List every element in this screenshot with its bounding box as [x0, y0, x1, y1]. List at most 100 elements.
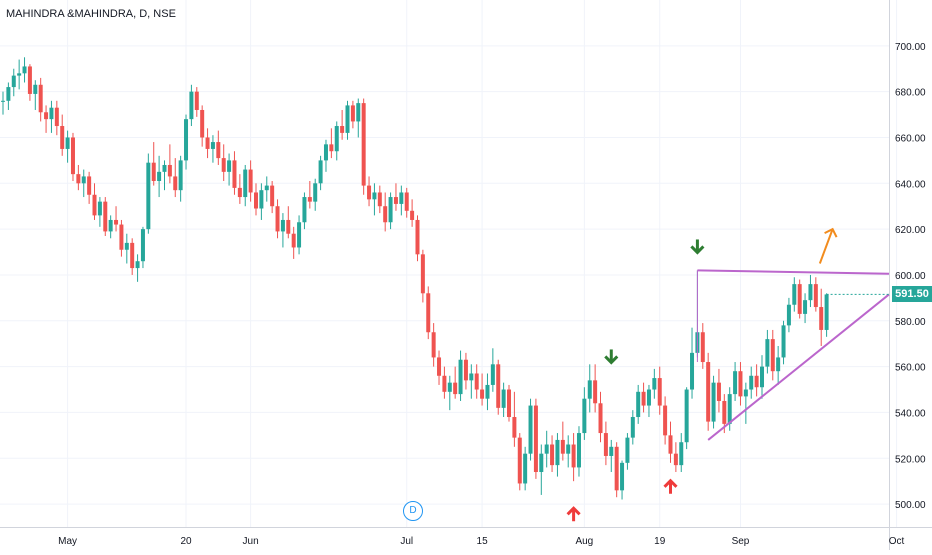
candle-body	[700, 332, 705, 363]
candle-body	[781, 325, 786, 358]
candle-body	[108, 219, 113, 232]
candle-body	[286, 219, 291, 234]
candle-body	[318, 160, 323, 184]
candle-body	[582, 398, 587, 434]
candle-body	[657, 378, 662, 406]
candle-body	[404, 192, 409, 211]
candle-body	[275, 206, 280, 232]
candle-body	[485, 384, 490, 399]
candle-body	[808, 284, 813, 301]
candle-body	[480, 389, 485, 399]
candle-body	[587, 380, 592, 399]
candle-body	[442, 375, 447, 392]
candle-body	[259, 190, 264, 209]
candle-body	[544, 444, 549, 454]
candle-body	[711, 382, 716, 422]
candle-body	[663, 405, 668, 436]
candle-body	[458, 359, 463, 395]
breakout-arrow-head	[824, 227, 838, 238]
x-tick-label: Oct	[889, 536, 905, 547]
dividend-marker-icon[interactable]: D	[403, 501, 423, 521]
candle-body	[824, 294, 829, 330]
candle-body	[280, 219, 285, 232]
candle-body	[517, 437, 522, 484]
y-tick-label: 700.00	[895, 42, 926, 53]
candle-body	[706, 362, 711, 422]
y-tick-label: 500.00	[895, 500, 926, 511]
candle-body	[760, 366, 765, 388]
candle-body	[560, 439, 565, 454]
candle-body	[65, 137, 70, 149]
candle-body	[44, 112, 49, 120]
candle-body	[539, 453, 544, 473]
candle-body	[232, 160, 237, 188]
candle-body	[210, 142, 215, 149]
candle-body	[630, 417, 635, 438]
x-tick-label: Jun	[243, 536, 259, 547]
candle-body	[76, 174, 81, 184]
candle-body	[124, 242, 129, 250]
candle-body	[114, 219, 119, 225]
candle-body	[22, 66, 27, 74]
candle-body	[248, 169, 253, 193]
candle-body	[453, 382, 458, 395]
candle-body	[323, 144, 328, 161]
candle-body	[54, 107, 59, 127]
candle-body	[819, 307, 824, 330]
candle-body	[786, 304, 791, 326]
candle-body	[140, 229, 145, 262]
candle-body	[254, 192, 259, 209]
candle-body	[792, 284, 797, 305]
candle-body	[437, 357, 442, 376]
candle-body	[743, 389, 748, 397]
candle-body	[765, 339, 770, 367]
y-tick-label: 600.00	[895, 271, 926, 282]
candle-body	[264, 185, 269, 191]
x-tick-label: 19	[654, 536, 666, 547]
candle-body	[426, 293, 431, 333]
candle-body	[92, 194, 97, 216]
candle-body	[684, 389, 689, 443]
candle-body	[6, 87, 11, 101]
candle-body	[598, 403, 603, 434]
support-line	[707, 293, 890, 441]
candle-body	[533, 405, 538, 473]
candle-body	[415, 219, 420, 255]
candle-body	[463, 359, 468, 381]
candle-body	[157, 171, 162, 182]
candle-body	[733, 371, 738, 395]
candle-body	[399, 192, 404, 204]
candle-body	[49, 107, 54, 120]
candle-body	[184, 119, 189, 161]
candle-body	[507, 389, 512, 418]
candle-body	[377, 192, 382, 207]
green-down-arrow-head	[690, 245, 705, 255]
candle-body	[194, 91, 199, 110]
candle-body	[189, 91, 194, 120]
candle-body	[641, 391, 646, 406]
candle-body	[367, 185, 372, 200]
candle-body	[81, 176, 86, 184]
candle-body	[646, 389, 651, 406]
candle-body	[237, 187, 242, 198]
candle-body	[97, 201, 102, 216]
candle-body	[383, 206, 388, 223]
y-tick-label: 640.00	[895, 179, 926, 190]
candle-body	[749, 375, 754, 390]
candle-body	[469, 373, 474, 381]
y-tick-label: 540.00	[895, 408, 926, 419]
candle-body	[27, 66, 32, 94]
candle-body	[361, 103, 366, 186]
resistance-line	[697, 269, 890, 275]
candle-body	[135, 261, 140, 269]
candle-body	[313, 183, 318, 202]
candle-body	[119, 224, 124, 250]
candle-body	[393, 197, 398, 204]
candle-body	[738, 371, 743, 397]
candle-body	[162, 164, 167, 172]
candle-body	[87, 176, 92, 195]
candle-body	[528, 405, 533, 454]
candle-body	[673, 453, 678, 466]
